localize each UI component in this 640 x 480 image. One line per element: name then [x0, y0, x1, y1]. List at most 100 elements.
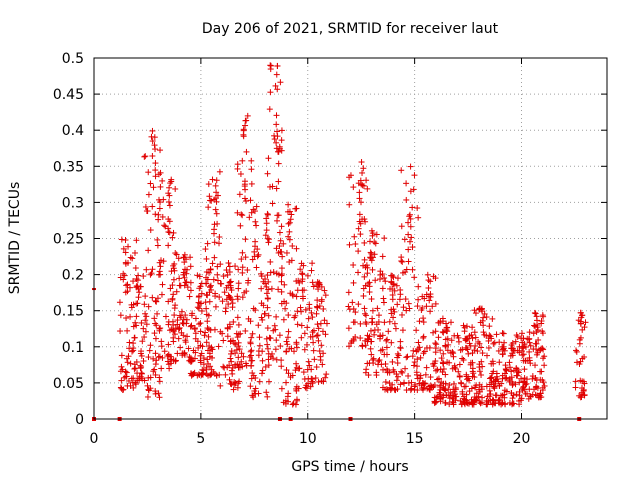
data-point	[459, 355, 466, 362]
data-point	[483, 383, 490, 390]
data-point	[350, 262, 357, 269]
data-point	[487, 391, 494, 398]
data-point	[357, 231, 364, 238]
data-point	[284, 341, 291, 348]
data-point	[485, 337, 492, 344]
data-point	[456, 361, 463, 368]
data-point	[172, 250, 179, 257]
data-point	[130, 301, 137, 308]
data-point	[145, 354, 152, 361]
data-point	[303, 341, 310, 348]
data-point	[409, 244, 416, 251]
data-point	[213, 189, 220, 196]
data-point	[346, 306, 353, 313]
data-point	[383, 351, 390, 358]
data-point	[490, 360, 497, 367]
data-point	[279, 253, 286, 260]
data-point	[288, 257, 295, 264]
data-point	[367, 345, 374, 352]
data-point	[152, 211, 159, 218]
data-point	[243, 362, 250, 369]
data-point	[363, 366, 370, 373]
data-point	[481, 310, 488, 317]
data-point	[461, 395, 468, 402]
data-point	[204, 240, 211, 247]
data-point	[292, 401, 299, 408]
data-point	[486, 381, 493, 388]
data-point	[156, 394, 163, 401]
data-point	[248, 166, 255, 173]
data-point	[265, 278, 272, 285]
data-point	[202, 329, 209, 336]
data-point	[237, 222, 244, 229]
data-point	[147, 342, 154, 349]
data-point	[248, 180, 255, 187]
data-point	[215, 343, 222, 350]
data-point	[322, 331, 329, 338]
data-point	[213, 372, 220, 379]
data-point	[126, 339, 133, 346]
data-point	[422, 371, 429, 378]
data-point	[446, 359, 453, 366]
data-point	[429, 303, 436, 310]
data-point	[361, 305, 368, 312]
data-point	[534, 324, 541, 331]
data-point	[236, 346, 243, 353]
data-point	[157, 183, 164, 190]
data-point	[267, 258, 274, 265]
data-point	[264, 235, 271, 242]
data-point	[357, 335, 364, 342]
data-point	[415, 214, 422, 221]
data-point	[214, 271, 221, 278]
data-point	[281, 281, 288, 288]
data-point	[147, 227, 154, 234]
data-point	[293, 364, 300, 371]
data-point	[121, 272, 128, 279]
data-point	[513, 372, 520, 379]
data-point	[238, 211, 245, 218]
data-point	[345, 325, 352, 332]
data-point	[134, 283, 141, 290]
data-point	[175, 335, 182, 342]
data-point	[262, 232, 269, 239]
data-point	[534, 385, 541, 392]
data-point	[264, 393, 271, 400]
data-point	[368, 295, 375, 302]
data-point	[234, 361, 241, 368]
data-point	[264, 304, 271, 311]
data-point	[178, 329, 185, 336]
data-point	[361, 273, 368, 280]
data-point	[181, 282, 188, 289]
data-point	[264, 341, 271, 348]
data-point	[437, 398, 444, 405]
data-point	[381, 275, 388, 282]
data-point	[399, 327, 406, 334]
data-point	[216, 240, 223, 247]
data-point	[306, 362, 313, 369]
data-point	[154, 242, 161, 249]
data-point	[469, 373, 476, 380]
data-point	[317, 353, 324, 360]
data-point	[519, 352, 526, 359]
data-point	[158, 338, 165, 345]
data-point	[375, 312, 382, 319]
data-point	[369, 307, 376, 314]
data-point	[368, 351, 375, 358]
data-point	[355, 269, 362, 276]
data-point	[209, 260, 216, 267]
data-point	[156, 327, 163, 334]
data-point	[251, 208, 258, 215]
data-point	[403, 196, 410, 203]
data-point	[198, 350, 205, 357]
data-point	[181, 274, 188, 281]
data-point	[541, 382, 548, 389]
data-point	[499, 330, 506, 337]
data-point	[118, 352, 125, 359]
data-point	[360, 262, 367, 269]
data-point	[366, 279, 373, 286]
data-point	[438, 379, 445, 386]
data-point	[457, 347, 464, 354]
data-point	[455, 368, 462, 375]
data-point	[122, 237, 129, 244]
data-point	[532, 340, 539, 347]
